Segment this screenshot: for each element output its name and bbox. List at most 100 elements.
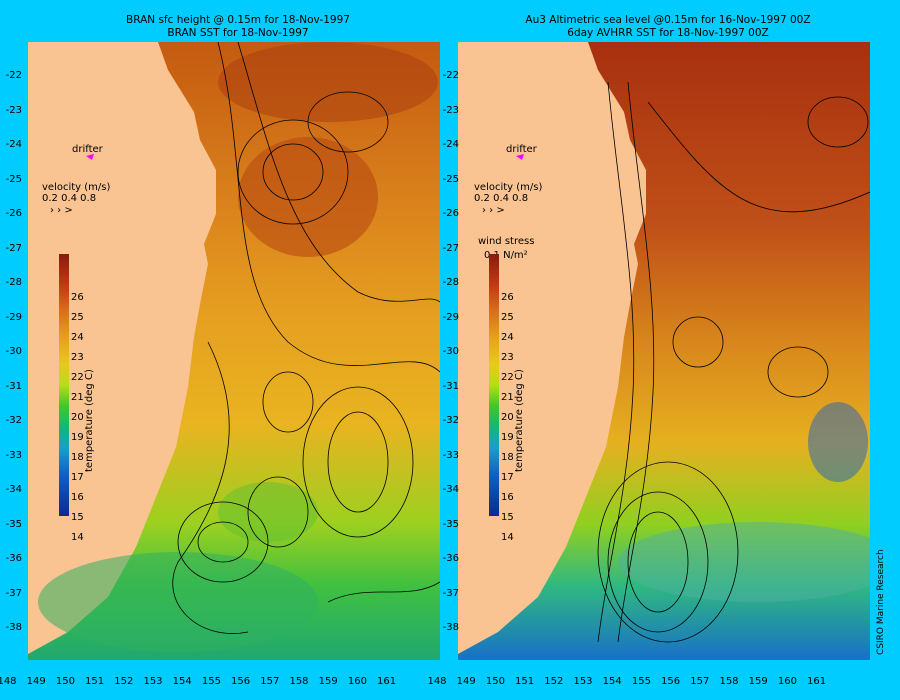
lon-tick-right: 151 [515,676,535,687]
lon-tick-left: 156 [231,676,251,687]
lat-tick-mid: -27 [442,242,459,254]
lat-tick-mid: -22 [442,70,459,81]
lon-tick-left: 152 [114,676,134,687]
cool-coastal [38,552,318,652]
colorbar-tick: 17 [71,472,84,483]
ocean-area [458,42,870,660]
lon-tick-left: 155 [201,676,221,687]
velocity-scale: 0.2 0.4 0.8 [42,193,97,204]
lat-tick-mid: -26 [442,208,459,219]
left-sst-map: drifter velocity (m/s) 0.2 0.4 0.8 › › > [28,42,440,660]
left-colorbar-title: temperature (deg C) [84,369,95,472]
lon-tick-right: 155 [631,676,651,687]
drifter-arrow-icon [86,154,94,160]
lon-tick-left: 149 [26,676,46,687]
left-title-line1: BRAN sfc height @ 0.15m for 18-Nov-1997 [126,14,350,26]
wind-stress-label: wind stress [478,236,535,247]
lat-tick-left: -32 [5,415,22,426]
colorbar-tick: 16 [501,492,514,503]
colorbar-tick: 19 [71,432,84,443]
colorbar-tick: 24 [71,332,84,343]
lon-tick-right: 159 [748,676,768,687]
lon-tick-right: 149 [456,676,476,687]
lon-tick-right: 154 [602,676,622,687]
lat-tick-left: -27 [5,242,22,254]
lat-tick-left: -24 [5,139,22,150]
drifter-arrow-icon [516,154,524,160]
lat-tick-mid: -37 [442,587,459,599]
wind-stress-value: 0.1 N/m² [484,250,528,261]
colorbar-tick: 24 [501,332,514,343]
right-title-line2: 6day AVHRR SST for 18-Nov-1997 00Z [567,27,769,39]
lat-tick-left: -38 [5,622,22,633]
lon-tick-left: 159 [318,676,338,687]
lat-tick-left: -34 [5,484,22,495]
colorbar-tick: 17 [501,472,514,483]
lon-tick-right: 150 [485,676,505,687]
right-map-graphic [458,42,870,660]
colorbar-tick: 16 [71,492,84,503]
lon-tick-right: 158 [719,676,739,687]
velocity-arrows-icon: › › > [50,205,73,216]
lon-tick-right: 157 [690,676,710,687]
sea-level-contours [597,81,870,643]
lon-tick-left: 148 [0,676,17,687]
colorbar-tick: 23 [501,352,514,363]
lat-tick-left: -37 [5,587,22,599]
lat-tick-mid: -34 [442,484,459,495]
lat-tick-mid: -31 [442,380,459,392]
lat-tick-left: -22 [5,70,22,81]
cold-patch [808,402,868,482]
velocity-scale: 0.2 0.4 0.8 [474,193,529,204]
left-map-title: BRAN sfc height @ 0.15m for 18-Nov-1997 … [28,14,448,40]
lat-tick-mid: -36 [442,553,459,564]
sea-height-contours [172,42,440,634]
colorbar-tick: 21 [71,392,84,403]
colorbar-tick: 22 [71,372,84,383]
lat-tick-mid: -23 [442,104,459,116]
left-map-graphic [28,42,440,660]
colorbar-tick: 19 [501,432,514,443]
right-sst-map: drifter velocity (m/s) 0.2 0.4 0.8 › › >… [458,42,870,660]
lon-tick-left: 158 [289,676,309,687]
lat-tick-mid: -35 [442,518,459,530]
credit-label: CSIRO Marine Research [876,549,886,655]
lat-tick-mid: -30 [442,346,459,357]
warm-eddy [238,137,378,257]
right-map-title: Au3 Altimetric sea level @0.15m for 16-N… [458,14,878,40]
cool-front [618,522,870,602]
colorbar-tick: 21 [501,392,514,403]
colorbar-tick: 18 [501,452,514,463]
colorbar-tick: 23 [71,352,84,363]
colorbar-tick: 20 [71,412,84,423]
velocity-arrows-icon: › › > [482,205,505,216]
right-colorbar-title: temperature (deg C) [514,369,525,472]
lat-tick-left: -35 [5,518,22,530]
colorbar-tick: 18 [71,452,84,463]
right-colorbar [489,254,499,516]
lon-tick-right: 156 [661,676,681,687]
lon-tick-right: 152 [544,676,564,687]
lat-tick-mid: -25 [442,173,459,185]
colorbar-tick: 26 [71,292,84,303]
left-colorbar [59,254,69,516]
lat-tick-left: -33 [5,449,22,461]
green-patch [218,482,318,542]
colorbar-tick: 15 [71,512,84,523]
lat-tick-left: -29 [5,311,22,323]
lon-tick-left: 160 [347,676,367,687]
lon-tick-right: 161 [807,676,827,687]
lat-tick-mid: -38 [442,622,459,633]
lon-tick-right: 153 [573,676,593,687]
colorbar-tick: 14 [501,532,514,543]
drifter-label: drifter [506,144,537,155]
lat-tick-left: -28 [5,277,22,288]
lon-tick-left: 151 [85,676,105,687]
warm-core [218,42,438,122]
lat-tick-mid: -24 [442,139,459,150]
lat-tick-left: -36 [5,553,22,564]
colorbar-tick: 20 [501,412,514,423]
lon-tick-left: 154 [172,676,192,687]
lat-tick-left: -23 [5,104,22,116]
lon-tick-left: 161 [377,676,397,687]
